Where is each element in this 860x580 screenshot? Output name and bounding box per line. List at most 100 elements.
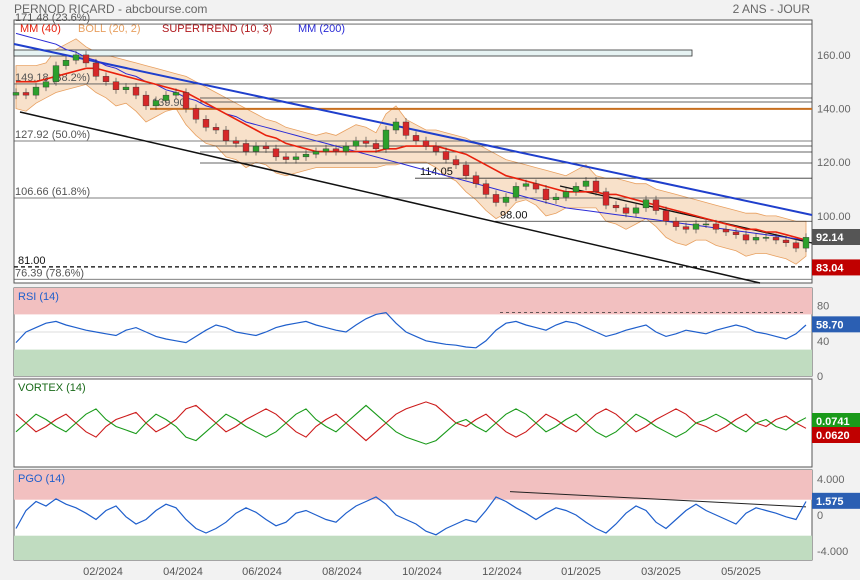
candle [642,199,650,209]
candle [342,145,350,152]
candle [442,151,450,160]
x-tick-label: 03/2025 [641,566,681,578]
trend-line-lower [19,111,761,284]
x-tick-label: 05/2025 [721,566,761,578]
legend-item: MM (200) [298,23,345,35]
candle [202,119,210,128]
vortex-title: VORTEX (14) [18,382,86,394]
candle [62,60,70,66]
candle [222,129,230,141]
pgo-title: PGO (14) [18,473,65,485]
pgo-value-label: 1.575 [816,496,844,508]
candle [302,153,310,158]
candle [312,151,320,155]
candle [372,143,380,150]
x-tick-label: 04/2024 [163,566,203,578]
level-label: 81.00 [18,255,46,267]
rsi-line [15,311,807,349]
candle [692,223,700,230]
candle [82,54,90,64]
pgo-tick-label: 4.000 [817,474,845,486]
trend-line-mm [13,43,813,216]
supertrend-label: 83.04 [816,262,844,274]
candle [612,204,620,209]
candle [132,86,140,96]
candle [272,148,280,158]
candle [112,81,120,90]
price-tick-label: 120.00 [817,157,851,169]
level-label: 98.00 [500,209,528,221]
candle [562,191,570,198]
rsi-tick-label: 0 [817,371,823,383]
last-price-label: 92.14 [816,232,844,244]
candle [12,92,20,96]
price-tick-label: 140.00 [817,104,851,116]
candle [102,76,110,82]
candle [762,237,770,239]
price-tick-label: 160.00 [817,50,851,62]
candle [32,86,40,96]
fib-label: 76.39 (78.6%) [15,267,84,279]
candle [242,143,250,152]
rsi-value-label: 58.70 [816,319,844,331]
candle [652,199,660,211]
level-label: 139.90 [152,97,186,109]
candle [672,221,680,227]
pgo-trend-line [509,491,807,508]
candle [402,121,410,136]
candle [322,148,330,152]
pgo-tick-label: -4.000 [817,546,848,558]
candle [282,156,290,160]
pgo-line [15,496,807,536]
rsi-tick-label: 80 [817,301,829,313]
candle [122,86,130,90]
legend-item: SUPERTREND (10, 3) [162,23,272,35]
candle [532,183,540,190]
candle [192,108,200,120]
candle [592,180,600,192]
candle [542,188,550,201]
supertrend-tag [812,259,860,276]
candle [622,207,630,214]
x-tick-label: 08/2024 [322,566,362,578]
candle [522,183,530,187]
x-tick-label: 12/2024 [482,566,522,578]
vortex-minus-line [15,401,807,442]
x-tick-label: 10/2024 [402,566,442,578]
legend-item: MM (40) [20,23,61,35]
candle [752,237,760,241]
candle [702,223,710,226]
candle [452,159,460,166]
candle [362,140,370,144]
fib-label: 106.66 (61.8%) [15,186,90,198]
candle [332,148,340,152]
candle [182,92,190,109]
candle [392,121,400,131]
period-label: 2 ANS - JOUR [732,2,810,16]
candle [432,145,440,152]
rsi-value-tag [812,316,860,333]
candle [92,62,100,77]
candle [212,127,220,131]
candle [232,140,240,144]
candle [262,145,270,150]
x-tick-label: 06/2024 [242,566,282,578]
chart-title: PERNOD RICARD - abcbourse.com [14,2,208,16]
candle [472,175,480,184]
candle [632,207,640,214]
vortex-minus-tag [812,427,860,443]
rsi-oversold-zone [14,349,812,376]
rsi-overbought-zone [14,288,812,315]
candle [722,229,730,233]
x-tick-label: 02/2024 [83,566,123,578]
rsi-title: RSI (14) [18,291,59,303]
vortex-plus-tag [812,413,860,429]
candle [42,81,50,88]
candle [502,196,510,203]
x-tick-label: 01/2025 [561,566,601,578]
rsi-tick-label: 40 [817,336,829,348]
pgo-value-tag [812,492,860,509]
pgo-low-zone [14,535,812,560]
candle [462,164,470,176]
